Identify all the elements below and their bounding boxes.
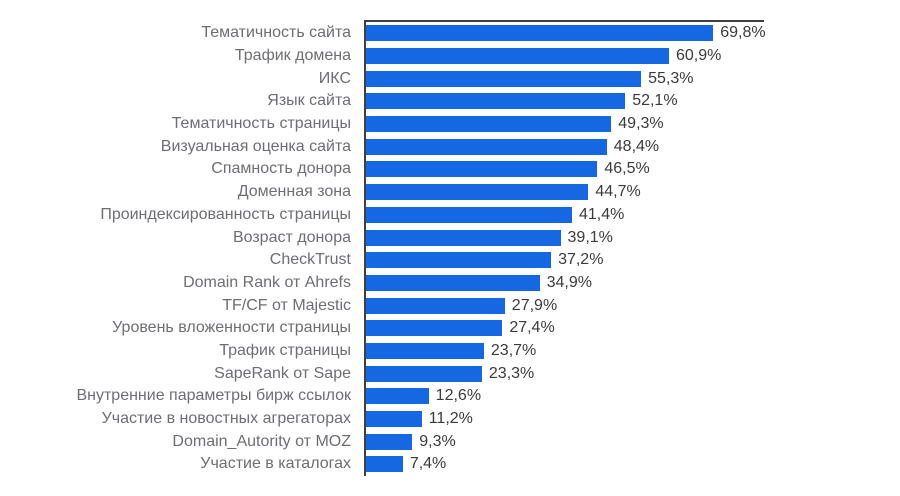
- bar-row: Доменная зона 44,7%: [238, 181, 764, 204]
- category-label: Участие в новостных агрегаторах: [101, 410, 351, 428]
- bar: [366, 274, 540, 291]
- bar-row: Domain_Autority от MOZ 9,3%: [172, 430, 764, 453]
- bar-row: Уровень вложенности страницы 27,4%: [112, 317, 764, 340]
- bar: [366, 70, 642, 87]
- value-label: 55,3%: [648, 69, 694, 87]
- bar-row: Участие в новостных агрегаторах 11,2%: [102, 408, 764, 431]
- value-label: 9,3%: [419, 432, 456, 450]
- bar: [366, 206, 572, 223]
- bar: [366, 365, 482, 382]
- bar: [366, 116, 612, 133]
- category-label: Трафик страницы: [219, 341, 351, 359]
- bar-row: Domain Rank от Ahrefs 34,9%: [183, 272, 764, 295]
- category-label: Спамность донора: [211, 160, 351, 178]
- bar: [366, 161, 598, 178]
- bar-row: CheckTrust 37,2%: [270, 249, 764, 272]
- category-label: Внутренние параметры бирж ссылок: [76, 387, 351, 405]
- bar-row: Спамность донора 46,5%: [211, 158, 764, 181]
- category-label: Доменная зона: [237, 183, 351, 201]
- value-label: 37,2%: [558, 251, 604, 269]
- bar: [366, 138, 607, 155]
- bar-row: ИКС 55,3%: [319, 67, 764, 90]
- bar-row: Трафик домена 60,9%: [235, 45, 764, 68]
- bar-row: Участие в каталогах 7,4%: [200, 453, 764, 476]
- bar: [366, 342, 484, 359]
- value-label: 7,4%: [409, 455, 447, 473]
- value-label: 11,2%: [428, 410, 473, 428]
- category-label: Визуальная оценка сайта: [160, 137, 351, 155]
- value-label: 23,3%: [488, 364, 535, 382]
- value-label: 27,4%: [509, 319, 555, 337]
- bar: [366, 93, 626, 110]
- bar: [366, 320, 503, 337]
- category-label: Возраст донора: [232, 228, 351, 246]
- bar-row: TF/CF от Majestic 27,9%: [222, 294, 764, 317]
- bar-row: Тематичность сайта 69,8%: [201, 22, 766, 45]
- bar-row: Тематичность страницы 49,3%: [172, 113, 764, 136]
- bar-row: Трафик страницы 23,7%: [219, 340, 764, 363]
- bar: [366, 25, 714, 42]
- category-label: Трафик домена: [234, 47, 351, 65]
- category-label: Тематичность страницы: [171, 115, 351, 133]
- bar-row: Проиндексированность страницы 41,4%: [100, 204, 764, 227]
- bar: [366, 433, 413, 450]
- bar-row: Язык сайта 52,1%: [267, 90, 764, 113]
- value-label: 48,4%: [613, 137, 660, 155]
- value-label: 12,6%: [435, 387, 482, 405]
- value-label: 49,3%: [618, 115, 664, 133]
- bar: [366, 184, 589, 201]
- bar: [366, 48, 669, 65]
- value-label: 39,1%: [567, 228, 613, 246]
- bar-row: SapeRank от Sape 23,3%: [214, 362, 764, 385]
- bar: [366, 229, 561, 246]
- value-label: 23,7%: [490, 341, 537, 359]
- value-label: 44,7%: [595, 183, 641, 201]
- value-label: 46,5%: [604, 160, 650, 178]
- bar-row: Визуальная оценка сайта 48,4%: [161, 135, 764, 158]
- bar-row: Внутренние параметры бирж ссылок 12,6%: [76, 385, 764, 408]
- category-label: TF/CF от Majestic: [222, 296, 351, 314]
- bar: [366, 297, 505, 314]
- bar-chart: Тематичность сайта 69,8% Трафик домена 60,9…: [76, 20, 766, 476]
- category-label: ИКС: [318, 69, 351, 87]
- value-label: 69,8%: [720, 24, 766, 42]
- value-label: 34,9%: [546, 273, 592, 291]
- category-label: SapeRank от Sape: [214, 364, 351, 382]
- bar: [366, 456, 403, 473]
- value-label: 27,9%: [511, 296, 558, 314]
- category-label: Проиндексированность страницы: [100, 205, 351, 223]
- bar: [366, 252, 552, 269]
- category-label: Тематичность сайта: [201, 24, 351, 42]
- bar-row: Возраст донора 39,1%: [233, 226, 764, 249]
- value-label: 52,1%: [632, 92, 678, 110]
- bar: [366, 411, 422, 428]
- category-label: Участие в каталогах: [200, 455, 351, 473]
- value-label: 41,4%: [578, 205, 625, 223]
- value-label: 60,9%: [675, 47, 722, 65]
- category-label: Уровень вложенности страницы: [112, 319, 351, 337]
- category-label: CheckTrust: [269, 251, 351, 269]
- category-label: Domain Rank от Ahrefs: [183, 273, 351, 291]
- category-label: Domain_Autority от MOZ: [172, 432, 351, 450]
- bar: [366, 388, 429, 405]
- category-label: Язык сайта: [267, 92, 351, 110]
